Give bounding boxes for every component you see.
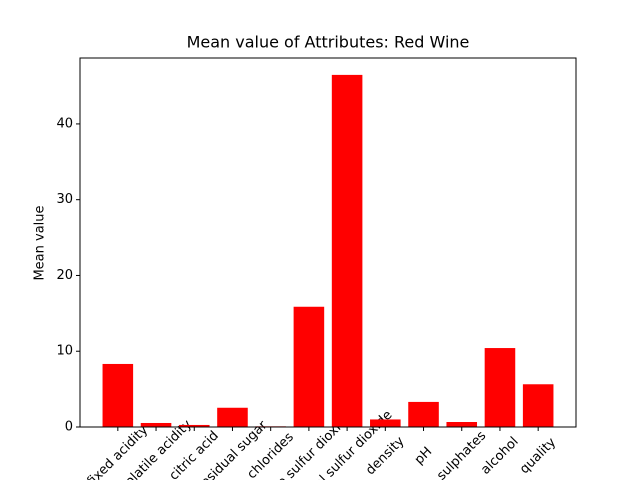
bar bbox=[370, 419, 401, 427]
chart-title: Mean value of Attributes: Red Wine bbox=[187, 33, 470, 52]
bar bbox=[522, 384, 554, 427]
y-tick-label: 20 bbox=[56, 268, 73, 283]
bar bbox=[293, 306, 325, 427]
y-tick-label: 10 bbox=[56, 344, 73, 359]
bar bbox=[484, 348, 516, 427]
bar bbox=[408, 401, 439, 427]
y-tick-label: 0 bbox=[65, 420, 73, 435]
bar bbox=[140, 422, 172, 427]
bar bbox=[446, 421, 478, 427]
y-axis-label: Mean value bbox=[33, 205, 48, 280]
bar bbox=[331, 74, 363, 427]
bar bbox=[102, 363, 134, 427]
bar bbox=[178, 424, 210, 427]
plot-frame bbox=[79, 57, 577, 428]
y-tick-label: 40 bbox=[56, 116, 73, 131]
bar bbox=[217, 407, 248, 427]
y-tick-label: 30 bbox=[56, 192, 73, 207]
